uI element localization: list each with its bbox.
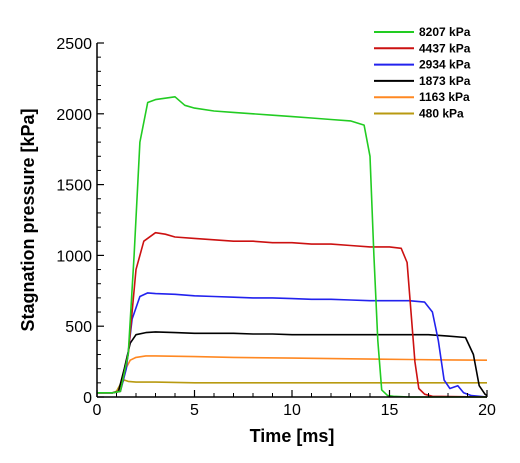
legend-label: 8207 kPa [419, 25, 471, 39]
x-tick-label: 0 [93, 402, 102, 419]
y-tick-label: 2000 [56, 107, 92, 124]
legend-label: 2934 kPa [419, 58, 471, 72]
series-layer [97, 96, 488, 398]
y-tick-label: 1500 [56, 178, 92, 195]
series-line-8207-kpa [97, 96, 487, 398]
y-axis-title: Stagnation pressure [kPa] [18, 108, 38, 331]
y-tick-label: 500 [65, 319, 92, 336]
legend-label: 4437 kPa [419, 41, 471, 55]
x-axis-title: Time [ms] [250, 426, 335, 446]
series-line-4437-kpa [97, 231, 488, 398]
x-tick-label: 15 [381, 402, 399, 419]
x-tick-label: 10 [283, 402, 301, 419]
series-line-1873-kpa [97, 331, 488, 397]
legend-label: 1873 kPa [419, 74, 471, 88]
legend: 8207 kPa 4437 kPa 2934 kPa 1873 kPa 1163 kPa… [374, 25, 471, 121]
y-tick-label: 1000 [56, 248, 92, 265]
y-tick-label: 2500 [56, 36, 92, 53]
y-axis-ticks: 0 500 1000 1500 2000 2500 [56, 36, 104, 407]
series-line-2934-kpa [97, 292, 488, 398]
legend-label: 480 kPa [419, 107, 464, 121]
y-tick-label: 0 [83, 390, 92, 407]
x-tick-label: 20 [478, 402, 496, 419]
x-tick-label: 5 [190, 402, 199, 419]
series-line-1163-kpa [97, 355, 488, 394]
x-axis-ticks: 0 5 10 15 20 [93, 390, 496, 419]
legend-label: 1163 kPa [419, 90, 470, 104]
